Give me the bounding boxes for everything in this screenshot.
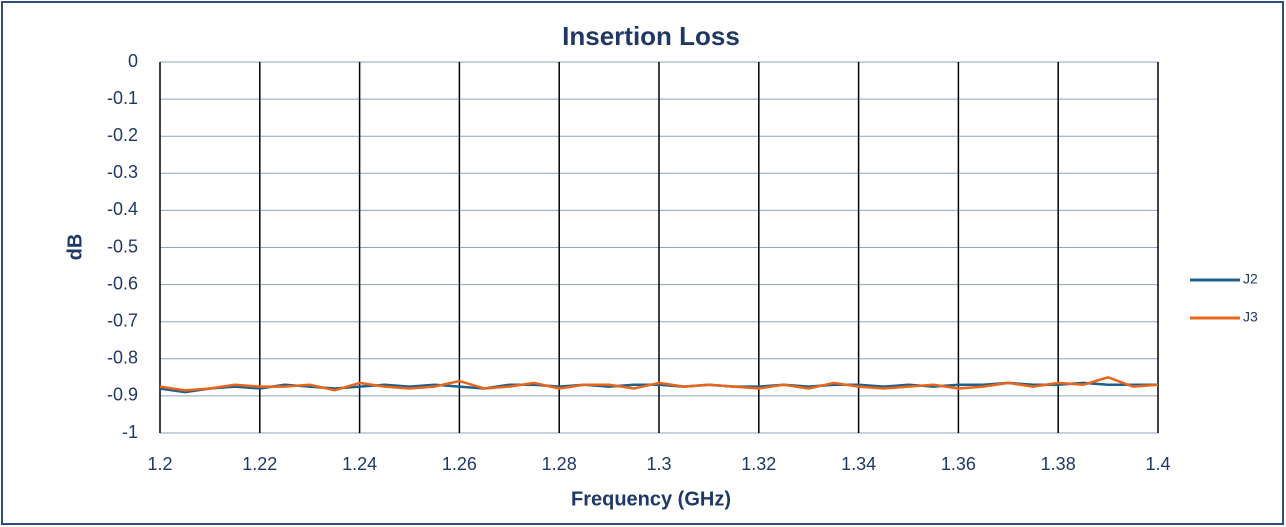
y-tick-label: -0.5 — [107, 236, 138, 256]
y-tick-label: -0.6 — [107, 273, 138, 293]
y-tick-label: -0.7 — [107, 310, 138, 330]
y-tick-label: -0.9 — [107, 385, 138, 405]
y-tick-label: -0.8 — [107, 348, 138, 368]
x-tick-label: 1.38 — [1041, 454, 1076, 474]
y-tick-label: -0.2 — [107, 125, 138, 145]
x-tick-label: 1.36 — [941, 454, 976, 474]
x-tick-label: 1.2 — [147, 454, 172, 474]
x-tick-label: 1.4 — [1145, 454, 1170, 474]
chart-title: Insertion Loss — [562, 21, 740, 51]
y-axis-label: dB — [64, 234, 86, 261]
x-tick-label: 1.3 — [646, 454, 671, 474]
legend-label: J3 — [1243, 309, 1258, 325]
y-tick-label: -1 — [122, 422, 138, 442]
y-tick-label: -0.3 — [107, 162, 138, 182]
x-tick-label: 1.32 — [741, 454, 776, 474]
y-tick-label: -0.1 — [107, 88, 138, 108]
x-tick-label: 1.22 — [242, 454, 277, 474]
y-tick-label: 0 — [128, 51, 138, 71]
x-tick-label: 1.28 — [542, 454, 577, 474]
x-tick-label: 1.34 — [841, 454, 876, 474]
x-tick-label: 1.26 — [442, 454, 477, 474]
x-axis-label: Frequency (GHz) — [571, 488, 731, 510]
legend-label: J2 — [1243, 271, 1258, 287]
y-tick-label: -0.4 — [107, 199, 138, 219]
x-tick-label: 1.24 — [342, 454, 377, 474]
data-line — [159, 376, 1159, 392]
